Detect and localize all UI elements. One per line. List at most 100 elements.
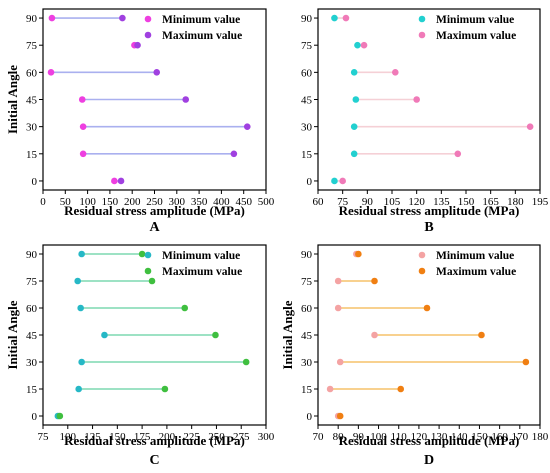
x-tick-label: 400 (213, 196, 230, 208)
x-tick-label: 130 (431, 431, 448, 443)
min-point (75, 385, 82, 393)
min-point (78, 96, 86, 103)
y-tick-label: 0 (32, 411, 38, 423)
max-point (413, 96, 420, 103)
min-point (334, 304, 342, 312)
x-tick-label: 75 (337, 196, 349, 208)
x-tick-label: 195 (532, 196, 549, 208)
legend-label: Maximum value (162, 266, 242, 278)
x-tick-label: 90 (353, 431, 365, 443)
min-point (79, 150, 87, 158)
min-point (74, 277, 81, 285)
x-tick-label: 60 (313, 196, 325, 208)
max-point (339, 177, 346, 185)
legend-label: Minimum value (436, 14, 514, 26)
x-tick-label: 100 (370, 431, 387, 443)
legend-label: Minimum value (162, 250, 240, 262)
min-point (78, 250, 85, 258)
y-tick-label: 15 (301, 149, 313, 161)
max-point (181, 304, 189, 312)
y-tick-label: 15 (301, 384, 313, 396)
y-tick-label: 75 (301, 40, 313, 52)
x-tick-label: 125 (84, 431, 101, 443)
min-point (331, 177, 338, 185)
min-point (101, 331, 108, 339)
x-axis-title: Residual stress amplitude (MPa) (64, 433, 245, 448)
x-tick-label: 90 (362, 196, 374, 208)
x-tick-label: 175 (134, 431, 151, 443)
x-tick-label: 160 (491, 431, 508, 443)
panel-label: D (424, 453, 434, 468)
x-tick-label: 180 (532, 431, 549, 443)
x-axis-title: Residual stress amplitude (MPa) (339, 203, 520, 218)
x-tick-label: 225 (183, 431, 200, 443)
max-point (522, 358, 530, 366)
x-tick-label: 120 (408, 196, 425, 208)
min-point (77, 304, 84, 312)
x-tick-label: 150 (471, 431, 488, 443)
y-tick-label: 90 (301, 249, 313, 261)
min-point (350, 123, 358, 130)
y-tick-label: 90 (301, 13, 313, 25)
x-axis-title: Residual stress amplitude (MPa) (339, 433, 520, 448)
y-tick-label: 0 (307, 176, 313, 188)
min-point (47, 69, 55, 76)
min-point (354, 41, 361, 49)
x-tick-label: 150 (458, 196, 475, 208)
max-point (243, 123, 251, 130)
legend-marker (144, 251, 152, 259)
max-point (153, 69, 161, 76)
x-tick-label: 180 (507, 196, 524, 208)
min-point (350, 69, 358, 76)
panel-label: C (149, 453, 159, 468)
panel-A: 0 50 100 150 200 250 300 350 400 450 500 0 15 30 45 60 7… (5, 8, 275, 235)
max-point (360, 41, 368, 49)
max-point (526, 123, 534, 130)
y-tick-label: 60 (26, 67, 38, 79)
legend-label: Minimum value (436, 250, 514, 262)
x-tick-label: 50 (60, 196, 72, 208)
legend-label: Minimum value (162, 14, 240, 26)
max-point (117, 177, 125, 185)
min-point (352, 96, 360, 103)
x-tick-label: 150 (109, 431, 126, 443)
max-point (212, 331, 219, 339)
legend-marker (418, 31, 426, 39)
x-tick-label: 200 (124, 196, 141, 208)
x-tick-label: 120 (411, 431, 428, 443)
y-tick-label: 30 (301, 122, 313, 134)
x-tick-label: 250 (146, 196, 163, 208)
max-point (134, 41, 141, 49)
x-tick-label: 150 (102, 196, 119, 208)
y-tick-label: 0 (32, 176, 38, 188)
x-tick-label: 80 (333, 431, 345, 443)
min-point (78, 358, 85, 366)
legend-label: Maximum value (436, 266, 516, 278)
y-tick-label: 15 (26, 384, 38, 396)
y-tick-label: 30 (26, 357, 38, 369)
y-tick-label: 75 (26, 276, 38, 288)
min-point (350, 150, 358, 158)
x-axis-title: Residual stress amplitude (MPa) (64, 203, 245, 218)
max-point (391, 69, 399, 76)
x-tick-label: 135 (433, 196, 450, 208)
x-tick-label: 100 (79, 196, 96, 208)
x-tick-label: 75 (38, 431, 50, 443)
y-tick-label: 60 (301, 303, 313, 315)
y-tick-label: 45 (301, 330, 313, 342)
x-tick-label: 170 (512, 431, 529, 443)
min-point (334, 277, 342, 285)
legend-marker (418, 251, 426, 259)
max-point (355, 250, 362, 258)
y-tick-label: 60 (301, 67, 313, 79)
y-tick-label: 0 (307, 411, 313, 423)
y-axis-title: Initial Angle (5, 65, 20, 134)
legend-marker (418, 267, 426, 275)
x-tick-label: 0 (40, 196, 46, 208)
x-tick-label: 165 (482, 196, 499, 208)
min-point (371, 331, 378, 339)
x-tick-label: 200 (159, 431, 176, 443)
max-point (371, 277, 378, 285)
y-tick-label: 90 (26, 249, 38, 261)
